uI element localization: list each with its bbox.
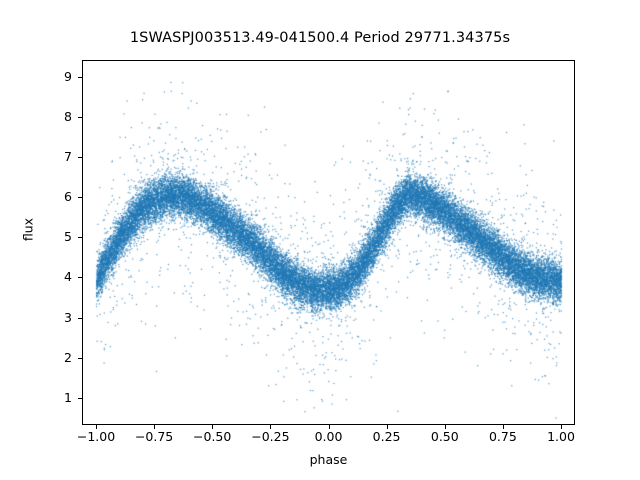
y-tick-label: 6 bbox=[64, 189, 72, 205]
y-tick-label: 5 bbox=[64, 229, 72, 245]
x-tick-mark bbox=[270, 425, 272, 429]
y-tick-label: 3 bbox=[64, 309, 72, 325]
y-tick-mark bbox=[78, 197, 82, 199]
y-tick-mark bbox=[78, 157, 82, 159]
scatter-plot-points bbox=[83, 61, 574, 424]
y-tick-mark bbox=[78, 317, 82, 319]
y-tick-mark bbox=[78, 397, 82, 399]
x-tick-label: −0.50 bbox=[193, 429, 232, 444]
x-axis-label: phase bbox=[309, 452, 348, 467]
x-tick-mark bbox=[328, 425, 330, 429]
x-tick-mark bbox=[154, 425, 156, 429]
x-tick-mark bbox=[561, 425, 562, 429]
y-axis-label: flux bbox=[20, 217, 36, 242]
chart-title: 1SWASPJ003513.49-041500.4 Period 29771.3… bbox=[129, 30, 511, 46]
y-tick-label: 4 bbox=[64, 269, 72, 285]
x-tick-mark bbox=[502, 425, 504, 429]
x-tick-label: 0.25 bbox=[372, 429, 401, 444]
y-tick-label: 7 bbox=[64, 149, 72, 165]
y-tick-label: 1 bbox=[64, 389, 72, 405]
x-tick-label: −0.75 bbox=[134, 429, 174, 444]
x-tick-label: 0.00 bbox=[314, 429, 343, 444]
y-tick-mark bbox=[78, 357, 82, 359]
y-tick-mark bbox=[78, 117, 82, 118]
y-tick-label: 9 bbox=[64, 68, 72, 84]
y-tick-label: 8 bbox=[64, 109, 72, 124]
x-tick-mark bbox=[96, 425, 97, 429]
y-tick-mark bbox=[78, 237, 82, 239]
plot-axes-area bbox=[82, 60, 575, 425]
y-tick-mark bbox=[78, 76, 82, 78]
x-tick-mark bbox=[444, 425, 446, 429]
x-tick-label: −1.00 bbox=[76, 429, 116, 444]
x-tick-mark bbox=[386, 425, 388, 429]
x-tick-label: 0.50 bbox=[430, 429, 459, 444]
x-tick-label: 1.00 bbox=[547, 429, 575, 444]
y-tick-mark bbox=[78, 277, 82, 279]
x-tick-label: −0.25 bbox=[251, 429, 290, 444]
x-tick-mark bbox=[212, 425, 214, 429]
y-tick-label: 2 bbox=[64, 349, 72, 365]
x-tick-label: 0.75 bbox=[488, 429, 517, 444]
